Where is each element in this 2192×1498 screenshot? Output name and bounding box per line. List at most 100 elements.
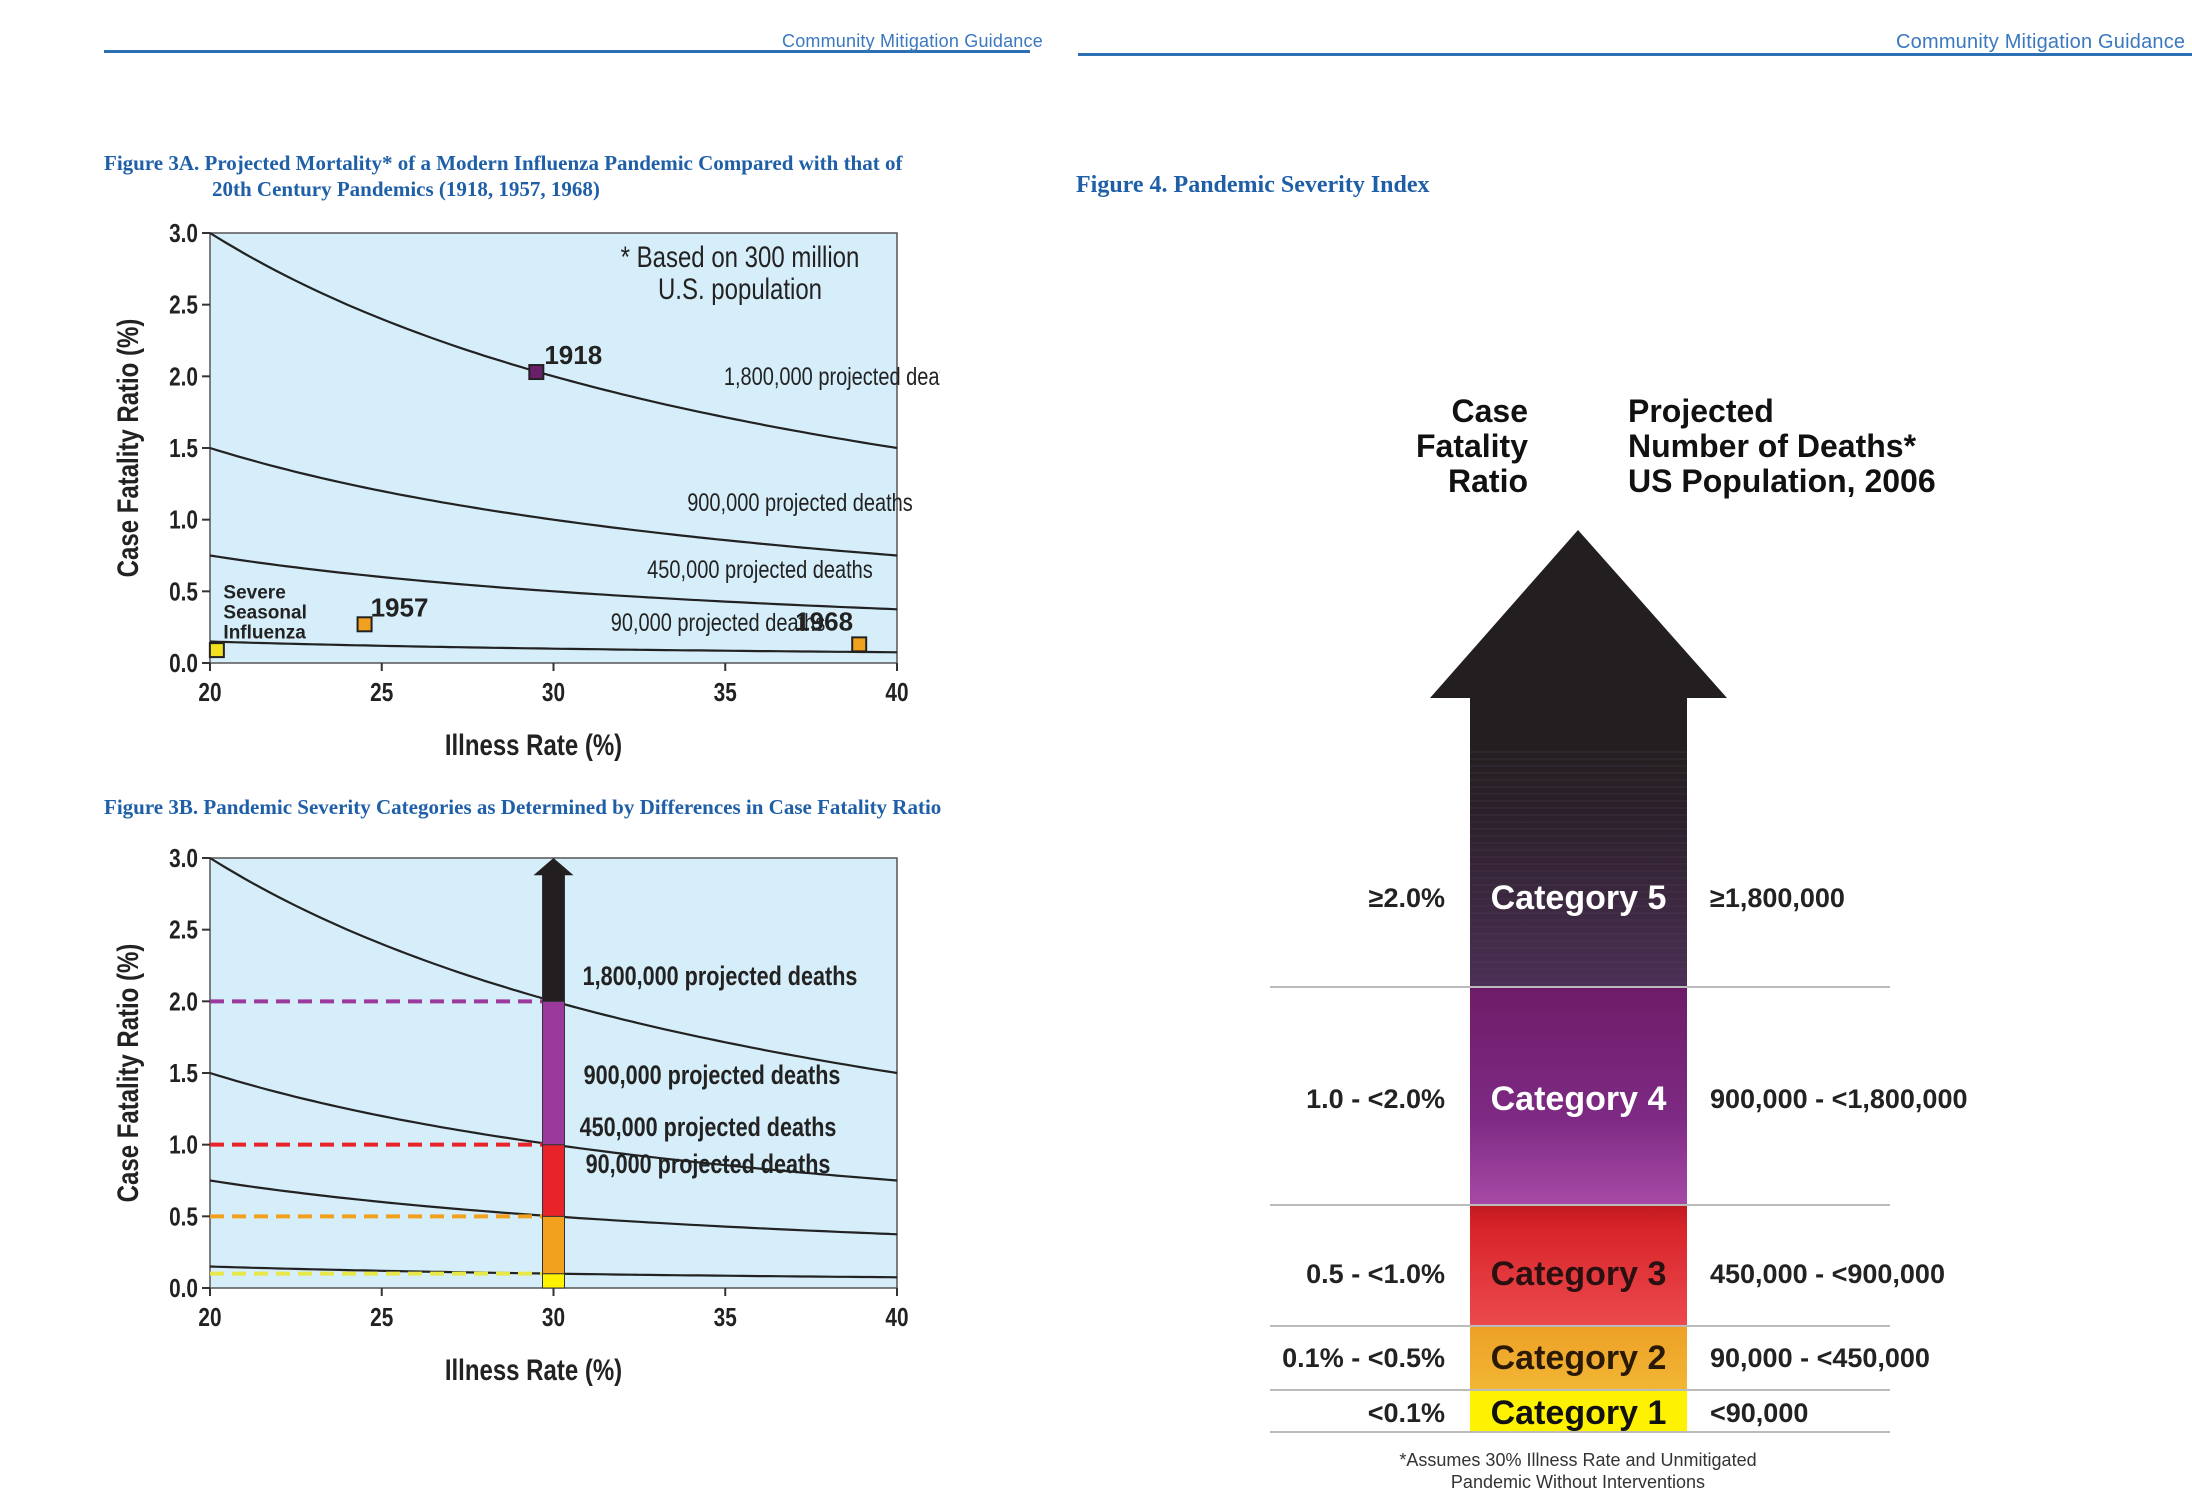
severity-bar-segment bbox=[542, 1000, 565, 1146]
arrow-shaft-segment bbox=[1470, 1205, 1687, 1326]
x-tick-label: 30 bbox=[542, 678, 565, 707]
arrow-head bbox=[1430, 530, 1727, 698]
category-deaths: <90,000 bbox=[1710, 1398, 1808, 1428]
annotation-text: * Based on 300 million bbox=[621, 239, 860, 273]
y-tick-label: 1.0 bbox=[169, 1130, 198, 1159]
right-header-title: Community Mitigation Guidance bbox=[1896, 31, 2186, 53]
series-line bbox=[209, 554, 898, 611]
x-tick-label: 40 bbox=[885, 1303, 908, 1332]
data-point bbox=[208, 642, 225, 659]
point-label: Influenza bbox=[223, 623, 306, 644]
series-label: 900,000 projected deaths bbox=[687, 489, 913, 517]
severity-bar-segment bbox=[542, 1144, 565, 1217]
severity-bar-arrowhead bbox=[533, 858, 574, 876]
y-tick-label: 2.5 bbox=[169, 290, 198, 319]
category-name: Category 1 bbox=[1491, 1394, 1667, 1432]
y-tick-label: 2.5 bbox=[169, 915, 198, 944]
series-label: 450,000 projected deaths bbox=[580, 1113, 837, 1143]
data-point bbox=[528, 364, 545, 381]
category-deaths: 90,000 - <450,000 bbox=[1710, 1343, 1930, 1373]
fig4-caption: Figure 4. Pandemic Severity Index bbox=[1076, 172, 1430, 198]
series-label: 450,000 projected deaths bbox=[647, 556, 873, 584]
deaths-column-header: Projected bbox=[1628, 393, 1774, 429]
y-axis-label: Case Fatality Ratio (%) bbox=[110, 319, 144, 578]
series-line bbox=[209, 232, 898, 450]
series-label: 90,000 projected deaths bbox=[611, 609, 825, 637]
deaths-column-header: Number of Deaths* bbox=[1628, 428, 1917, 464]
left-header-title: Community Mitigation Guidance bbox=[782, 31, 1043, 51]
y-tick-label: 0.0 bbox=[169, 649, 198, 678]
fig4-footnote: Pandemic Without Interventions bbox=[1451, 1472, 1705, 1492]
arrow-shaft-segment bbox=[1470, 987, 1687, 1205]
data-point bbox=[356, 616, 373, 633]
y-tick-label: 1.0 bbox=[169, 505, 198, 534]
fig4-footnote: *Assumes 30% Illness Rate and Unmitigate… bbox=[1399, 1450, 1756, 1470]
deaths-column-header: US Population, 2006 bbox=[1628, 463, 1936, 499]
y-tick-label: 2.0 bbox=[169, 362, 198, 391]
point-label: 1968 bbox=[795, 606, 853, 636]
series-label: 1,800,000 projected deaths bbox=[724, 363, 940, 391]
category-cfr: <0.1% bbox=[1368, 1398, 1445, 1428]
x-tick-label: 40 bbox=[885, 678, 908, 707]
fig3a-caption-line2: 20th Century Pandemics (1918, 1957, 1968… bbox=[212, 177, 600, 201]
point-label: 1957 bbox=[371, 592, 429, 622]
x-tick-label: 25 bbox=[370, 678, 393, 707]
category-deaths: 450,000 - <900,000 bbox=[1710, 1259, 1945, 1289]
category-deaths: 900,000 - <1,800,000 bbox=[1710, 1084, 1967, 1114]
arrow-shaft-segment bbox=[1470, 698, 1687, 746]
annotation-text: U.S. population bbox=[658, 271, 822, 305]
x-axis-label: Illness Rate (%) bbox=[445, 727, 622, 761]
category-cfr: 0.1% - <0.5% bbox=[1282, 1343, 1445, 1373]
y-tick-label: 2.0 bbox=[169, 987, 198, 1016]
series-line bbox=[209, 446, 898, 557]
y-tick-label: 1.5 bbox=[169, 434, 198, 463]
point-label: Seasonal bbox=[223, 603, 306, 624]
point-label: 1918 bbox=[544, 340, 602, 370]
x-tick-label: 20 bbox=[198, 1303, 221, 1332]
fig3a-caption-line1: Figure 3A. Projected Mortality* of a Mod… bbox=[104, 151, 903, 175]
series-label: 1,800,000 projected deaths bbox=[583, 962, 858, 992]
cfr-column-header: Ratio bbox=[1448, 463, 1528, 499]
category-name: Category 2 bbox=[1491, 1339, 1667, 1377]
category-deaths: ≥1,800,000 bbox=[1710, 883, 1845, 913]
fig3a-caption: Figure 3A. Projected Mortality* of a Mod… bbox=[104, 150, 1064, 202]
series-label: 90,000 projected deaths bbox=[586, 1150, 831, 1180]
category-name: Category 4 bbox=[1491, 1080, 1667, 1118]
cfr-column-header: Case bbox=[1452, 393, 1529, 429]
category-cfr: 0.5 - <1.0% bbox=[1306, 1259, 1445, 1289]
severity-bar-segment bbox=[542, 1273, 565, 1289]
category-cfr: ≥2.0% bbox=[1369, 883, 1445, 913]
y-tick-label: 3.0 bbox=[169, 844, 198, 873]
fig3a-chart: 0.0 0.5 1.0 1.5 2.0 2.5 3.0 20 25 30 35 40 Illness R… bbox=[110, 219, 940, 762]
right-header-rule bbox=[1078, 53, 2192, 56]
x-tick-label: 20 bbox=[198, 678, 221, 707]
category-cfr: 1.0 - <2.0% bbox=[1306, 1084, 1445, 1114]
category-name: Category 3 bbox=[1491, 1255, 1667, 1293]
y-tick-label: 0.5 bbox=[169, 577, 198, 606]
severity-bar-segment bbox=[542, 1215, 565, 1275]
y-tick-label: 1.5 bbox=[169, 1059, 198, 1088]
point-label: Severe bbox=[223, 583, 285, 604]
x-tick-label: 35 bbox=[714, 678, 737, 707]
category-name: Category 5 bbox=[1491, 879, 1667, 917]
left-header-rule bbox=[104, 50, 1030, 53]
x-tick-label: 35 bbox=[714, 1303, 737, 1332]
y-axis-label: Case Fatality Ratio (%) bbox=[110, 944, 144, 1203]
x-tick-label: 25 bbox=[370, 1303, 393, 1332]
severity-bar-segment bbox=[542, 867, 565, 1002]
arrow-shaft-segment bbox=[1470, 1326, 1687, 1390]
x-tick-label: 30 bbox=[542, 1303, 565, 1332]
x-axis-label: Illness Rate (%) bbox=[445, 1352, 622, 1386]
data-point bbox=[851, 636, 868, 653]
arrow-shaft-segment bbox=[1470, 1390, 1687, 1432]
y-tick-label: 0.0 bbox=[169, 1274, 198, 1303]
arrow-shaft-segment bbox=[1470, 746, 1687, 987]
series-line bbox=[209, 640, 898, 654]
fig3b-chart: 0.0 0.5 1.0 1.5 2.0 2.5 3.0 20 25 30 35 40 Illness R… bbox=[110, 844, 908, 1387]
y-tick-label: 0.5 bbox=[169, 1202, 198, 1231]
series-label: 900,000 projected deaths bbox=[584, 1061, 841, 1091]
y-tick-label: 3.0 bbox=[169, 219, 198, 248]
fig3b-caption: Figure 3B. Pandemic Severity Categories … bbox=[104, 795, 942, 819]
cfr-column-header: Fatality bbox=[1416, 428, 1528, 464]
